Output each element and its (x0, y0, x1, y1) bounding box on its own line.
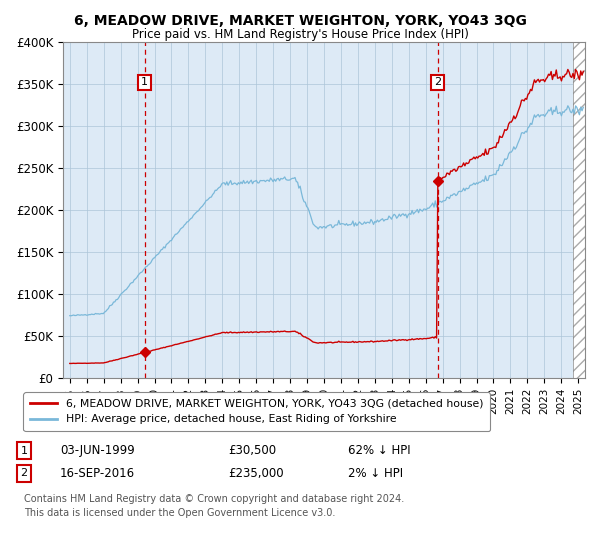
Text: £30,500: £30,500 (228, 444, 276, 458)
Text: 2: 2 (434, 77, 441, 87)
Text: 62% ↓ HPI: 62% ↓ HPI (348, 444, 410, 458)
Text: £235,000: £235,000 (228, 466, 284, 480)
Text: 03-JUN-1999: 03-JUN-1999 (60, 444, 135, 458)
Bar (572, 42, 585, 378)
Text: 2% ↓ HPI: 2% ↓ HPI (348, 466, 403, 480)
Text: 1: 1 (141, 77, 148, 87)
Text: 2: 2 (20, 468, 28, 478)
Text: 6, MEADOW DRIVE, MARKET WEIGHTON, YORK, YO43 3QG: 6, MEADOW DRIVE, MARKET WEIGHTON, YORK, … (74, 14, 526, 28)
Legend: 6, MEADOW DRIVE, MARKET WEIGHTON, YORK, YO43 3QG (detached house), HPI: Average : 6, MEADOW DRIVE, MARKET WEIGHTON, YORK, … (23, 393, 490, 431)
Text: 16-SEP-2016: 16-SEP-2016 (60, 466, 135, 480)
Text: Contains HM Land Registry data © Crown copyright and database right 2024.: Contains HM Land Registry data © Crown c… (24, 494, 404, 504)
Text: Price paid vs. HM Land Registry's House Price Index (HPI): Price paid vs. HM Land Registry's House … (131, 28, 469, 41)
Text: This data is licensed under the Open Government Licence v3.0.: This data is licensed under the Open Gov… (24, 508, 335, 519)
Bar (572, 42, 585, 378)
Text: 1: 1 (20, 446, 28, 456)
